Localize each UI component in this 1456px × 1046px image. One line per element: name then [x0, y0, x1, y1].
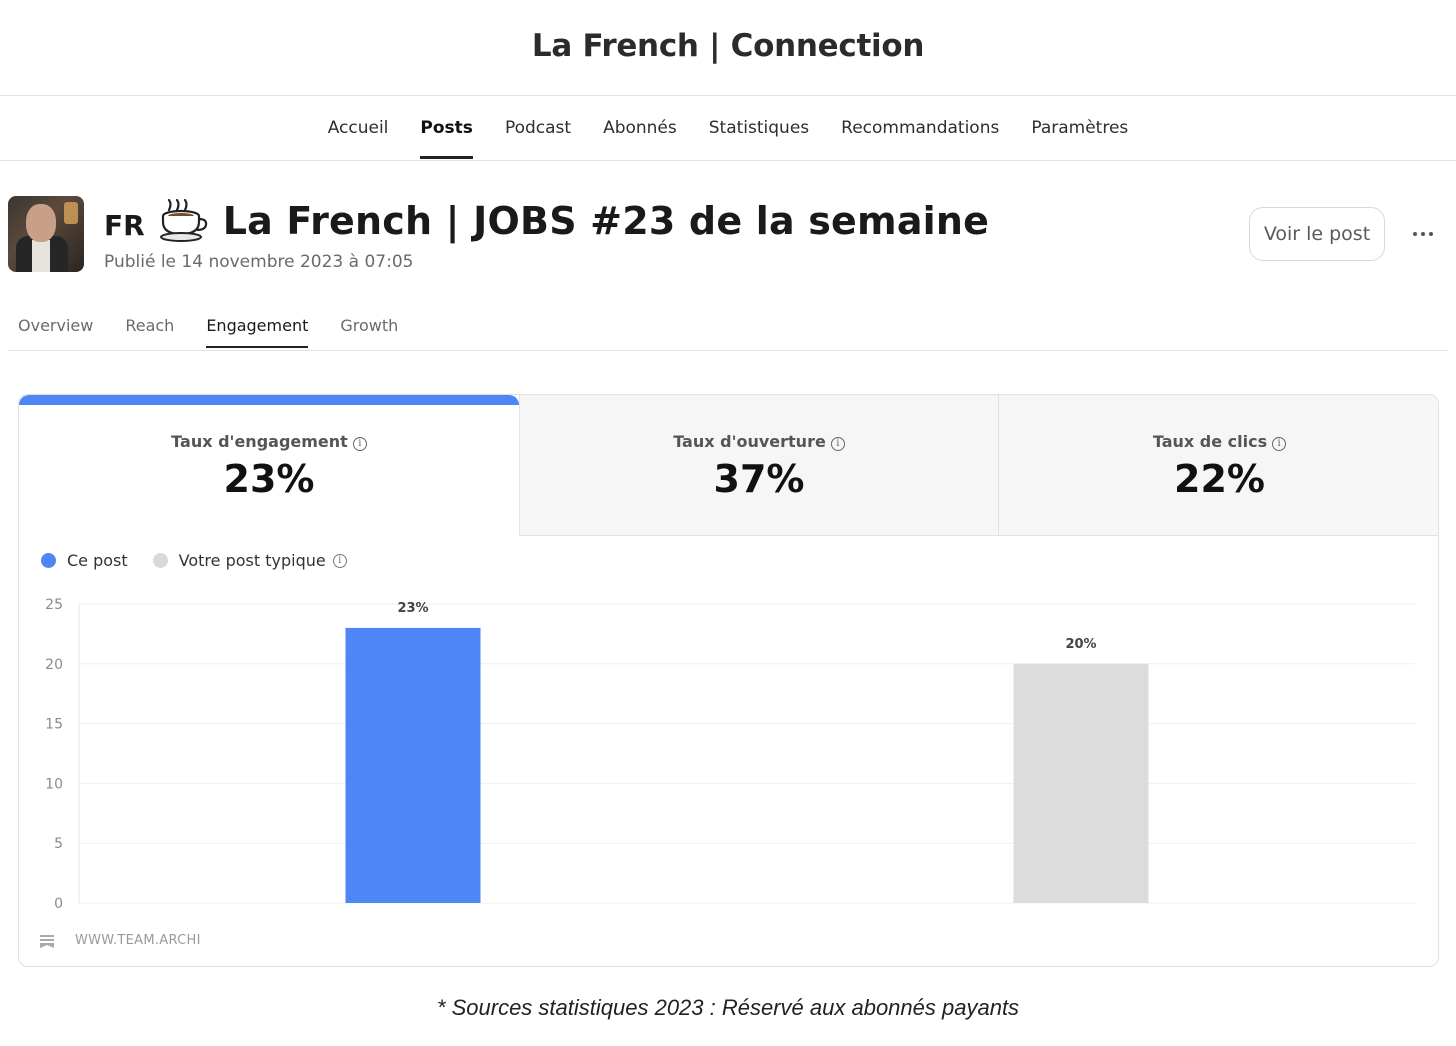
metric-engagement-rate[interactable]: Taux d'engagement i 23% [19, 395, 519, 536]
nav-item-podcast[interactable]: Podcast [504, 118, 572, 138]
y-tick-label: 10 [45, 776, 63, 792]
nav-item-posts[interactable]: Posts [404, 118, 489, 160]
info-icon[interactable]: i [352, 437, 367, 451]
tab-growth[interactable]: Growth [340, 316, 399, 335]
watermark: WWW.TEAM.ARCHI [39, 933, 201, 948]
nav-item-statistiques[interactable]: Statistiques [708, 118, 810, 138]
post-title-text: La French | JOBS #23 de la semaine [222, 199, 990, 243]
engagement-bar-chart: 0 5 10 15 20 25 23% 20% [45, 597, 1415, 912]
legend-label: Votre post typique [178, 551, 326, 570]
y-tick-label: 0 [54, 896, 63, 912]
y-tick-label: 5 [54, 836, 63, 852]
metric-label: Taux d'ouverture [673, 432, 826, 451]
metric-label: Taux d'engagement [171, 432, 348, 451]
main-nav: Accueil Posts Podcast Abonnés Statistiqu… [0, 118, 1456, 160]
site-title: La French | Connection [531, 28, 925, 64]
tab-engagement[interactable]: Engagement [196, 316, 318, 350]
post-author-avatar [8, 196, 84, 272]
metric-click-rate[interactable]: Taux de clics i 22% [998, 395, 1438, 536]
data-label: 20% [1065, 637, 1096, 652]
footnote: * Sources statistiques 2023 : Réservé au… [436, 995, 1020, 1020]
metric-value: 23% [223, 457, 315, 501]
data-label: 23% [397, 601, 428, 616]
y-tick-label: 25 [45, 597, 63, 613]
bookmark-icon [40, 934, 54, 948]
legend-item-typical-post: Votre post typique i [152, 551, 347, 570]
nav-divider [0, 160, 1456, 161]
legend-dot-gray [152, 553, 168, 568]
legend-label: Ce post [67, 551, 128, 570]
info-icon[interactable]: i [332, 553, 347, 568]
post-title: FR La French | JOBS #23 de la semaine [104, 196, 989, 246]
engagement-stats-card: Taux d'engagement i 23% Taux d'ouverture i… [18, 394, 1439, 967]
chart-legend: Ce post Votre post typique i [41, 551, 372, 570]
bar [1013, 663, 1149, 903]
nav-item-parametres[interactable]: Paramètres [1031, 118, 1129, 138]
metric-value: 22% [1174, 457, 1265, 501]
nav-item-abonnes[interactable]: Abonnés [603, 118, 677, 138]
post-language: FR [104, 208, 145, 242]
metric-open-rate[interactable]: Taux d'ouverture i 37% [519, 395, 998, 536]
post-stats-tabs: Overview Reach Engagement Growth [8, 316, 420, 350]
more-options-icon[interactable] [1406, 220, 1440, 248]
coffee-cup-icon [159, 198, 209, 246]
header-divider [0, 95, 1456, 96]
legend-item-this-post: Ce post [41, 551, 128, 570]
y-tick-label: 15 [45, 717, 63, 733]
nav-item-accueil[interactable]: Accueil [327, 118, 389, 138]
tabs-divider [8, 350, 1448, 351]
nav-item-recommandations[interactable]: Recommandations [841, 118, 1000, 138]
metric-value: 37% [713, 457, 805, 501]
info-icon[interactable]: i [830, 437, 845, 451]
watermark-text: WWW.TEAM.ARCHI [75, 933, 201, 948]
view-post-button[interactable]: Voir le post [1249, 207, 1385, 261]
tab-reach[interactable]: Reach [125, 316, 175, 335]
info-icon[interactable]: i [1272, 437, 1287, 451]
bar [345, 627, 481, 903]
tab-overview[interactable]: Overview [18, 316, 94, 335]
legend-dot-blue [41, 553, 56, 568]
post-date: Publié le 14 novembre 2023 à 07:05 [104, 252, 414, 272]
y-tick-label: 20 [45, 657, 63, 673]
metric-label: Taux de clics [1152, 432, 1268, 451]
